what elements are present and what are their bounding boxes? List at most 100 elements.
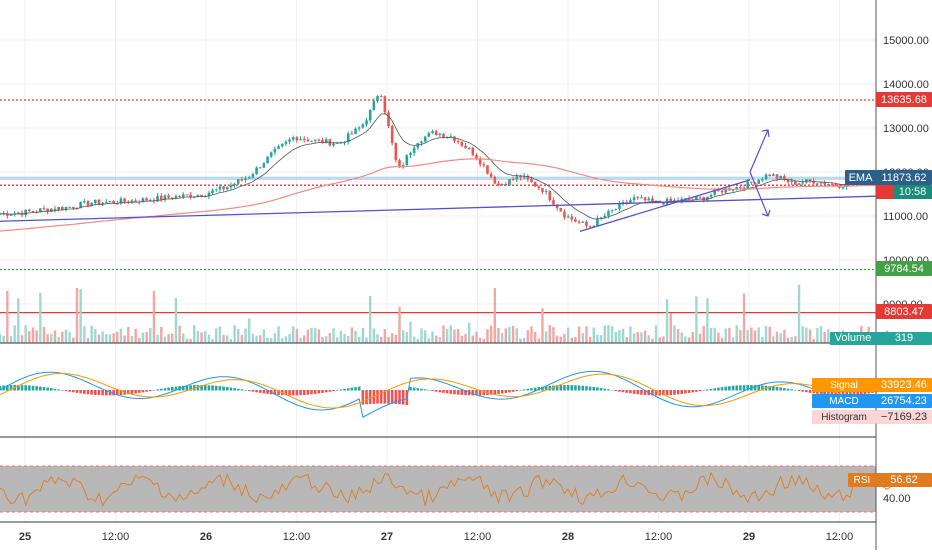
volume-bar	[779, 333, 782, 343]
macd-histogram-bar	[211, 385, 214, 391]
volume-bar	[248, 318, 251, 343]
candle-body	[757, 180, 761, 184]
price-labels: 13635.689784.548803.47EMA11873.621110:58…	[812, 92, 932, 487]
macd-histogram-bar	[236, 388, 240, 391]
volume-bar	[119, 328, 123, 343]
candle-body	[563, 211, 566, 218]
candle-body	[64, 207, 68, 210]
candle-body	[643, 197, 647, 201]
volume-bar	[442, 325, 445, 343]
macd-histogram-bar	[489, 390, 493, 395]
candle-body	[797, 183, 801, 185]
candle-body	[280, 143, 284, 147]
volume-bar	[105, 334, 108, 343]
macd-histogram-bar	[218, 386, 222, 391]
macd-histogram-bar	[181, 385, 185, 391]
volume-bar	[0, 334, 2, 343]
level-label: 9784.54	[884, 263, 924, 275]
macd-histogram-bar	[233, 388, 236, 391]
candle-body	[207, 192, 211, 197]
macd-histogram-bar	[720, 387, 724, 391]
macd-histogram-bar	[288, 390, 291, 396]
candle-body	[794, 180, 797, 185]
volume-bar	[204, 331, 207, 343]
volume-bar	[167, 334, 170, 343]
macd-histogram-bar	[108, 390, 112, 396]
macd-histogram-bar	[581, 385, 585, 391]
candle-body	[541, 188, 544, 192]
macd-histogram-bar	[317, 390, 321, 394]
candle-body	[427, 133, 431, 137]
candle-body	[412, 147, 416, 154]
countdown-label: 10:58	[899, 186, 927, 198]
candle-body	[170, 197, 174, 199]
candle-body	[167, 195, 170, 198]
volume-bar	[336, 337, 339, 343]
ema-label: EMA	[849, 172, 874, 184]
volume-bar	[555, 335, 559, 343]
macd-histogram-bar	[673, 390, 676, 395]
candle-body	[559, 208, 563, 212]
volume-bar	[83, 326, 86, 343]
macd-histogram-bar	[35, 386, 38, 391]
macd-histogram-bar	[838, 390, 841, 396]
macd-histogram-bar	[574, 385, 577, 391]
macd-histogram-bar	[167, 387, 170, 391]
macd-histogram-bar	[614, 390, 618, 392]
volume-bar	[185, 338, 189, 343]
volume-bar	[651, 338, 654, 343]
candle-body	[779, 176, 782, 179]
rsi-tick-label: 40.00	[883, 493, 911, 505]
candle-body	[79, 202, 82, 209]
macd-histogram-bar	[504, 390, 508, 393]
time-tick-label: 12:00	[464, 531, 492, 543]
macd-histogram-bar	[464, 390, 467, 396]
macd-histogram-bar	[251, 390, 255, 392]
drawing-tools[interactable]	[0, 129, 877, 233]
volume-value: 319	[895, 332, 913, 344]
macd-histogram-bar	[794, 389, 797, 391]
volume-bar	[603, 325, 606, 343]
candle-body	[28, 209, 31, 212]
macd-histogram-bar	[434, 390, 438, 392]
candle-body	[438, 133, 442, 136]
candle-body	[816, 183, 819, 185]
volume-bar	[233, 325, 236, 343]
macd-histogram-bar	[442, 390, 445, 393]
candle-body	[786, 179, 790, 183]
horizontal-levels[interactable]	[0, 99, 876, 314]
volume-bar	[94, 329, 97, 343]
macd-histogram-bar	[746, 385, 750, 391]
volume-bar	[178, 325, 181, 343]
macd-histogram-bar	[383, 390, 387, 404]
candle-body	[669, 198, 673, 202]
time-tick-label: 29	[743, 531, 755, 543]
rsi-label-bg	[848, 473, 876, 487]
macd-histogram-bar	[86, 390, 90, 395]
candle-body	[251, 174, 255, 178]
price-tick-label: 13000.00	[883, 123, 929, 135]
volume-bar	[361, 327, 365, 343]
volume-bar	[405, 332, 409, 343]
macd-histogram-bar	[335, 390, 339, 391]
candle-body	[240, 179, 244, 181]
volume-bar	[284, 336, 288, 343]
volume-bar	[72, 337, 75, 343]
volume-bar	[823, 332, 826, 343]
macd-histogram-bar	[537, 387, 541, 391]
volume-label: Volume	[835, 332, 872, 344]
volume-bar	[266, 337, 269, 343]
volume-bar	[332, 328, 335, 343]
candle-body	[702, 197, 706, 201]
volume-bar	[456, 328, 460, 343]
candle-body	[555, 204, 559, 209]
candle-body	[372, 101, 376, 111]
candle-body	[486, 165, 489, 174]
volume-bar	[2, 335, 5, 343]
volume-bar	[277, 326, 280, 343]
macd-histogram-bar	[438, 390, 442, 393]
candle-body	[629, 200, 632, 203]
candle-body	[72, 206, 75, 209]
candle-body	[68, 206, 71, 208]
